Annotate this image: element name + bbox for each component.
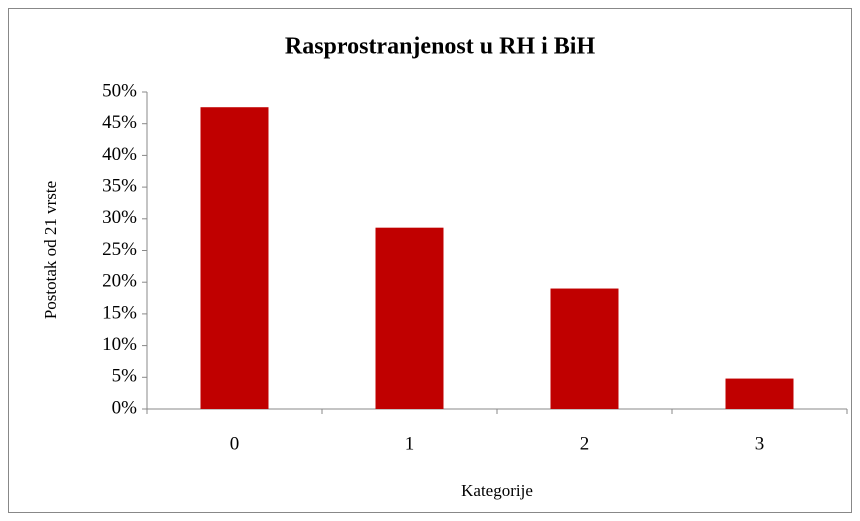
bar: [725, 378, 794, 409]
y-tick-label: 10%: [102, 334, 137, 355]
y-tick-label: 40%: [102, 144, 137, 165]
x-tick-label: 1: [405, 433, 415, 454]
y-tick-label: 45%: [102, 112, 137, 133]
y-tick-label: 15%: [102, 302, 137, 323]
bar: [550, 288, 619, 409]
bar: [200, 107, 269, 409]
y-tick-label: 20%: [102, 271, 137, 292]
x-axis-title: Kategorije: [461, 481, 533, 500]
chart-title: Rasprostranjenost u RH i BiH: [285, 34, 596, 60]
y-tick-label: 25%: [102, 239, 137, 260]
x-tick-label: 0: [230, 433, 240, 454]
y-tick-label: 35%: [102, 175, 137, 196]
y-axis-title: Postotak od 21 vrste: [41, 181, 60, 319]
y-tick-label: 50%: [102, 80, 137, 101]
x-tick-label: 2: [580, 433, 590, 454]
bar: [375, 227, 444, 409]
y-tick-label: 5%: [112, 366, 138, 387]
y-tick-label: 30%: [102, 207, 137, 228]
y-tick-label: 0%: [112, 397, 138, 418]
x-tick-label: 3: [755, 433, 765, 454]
